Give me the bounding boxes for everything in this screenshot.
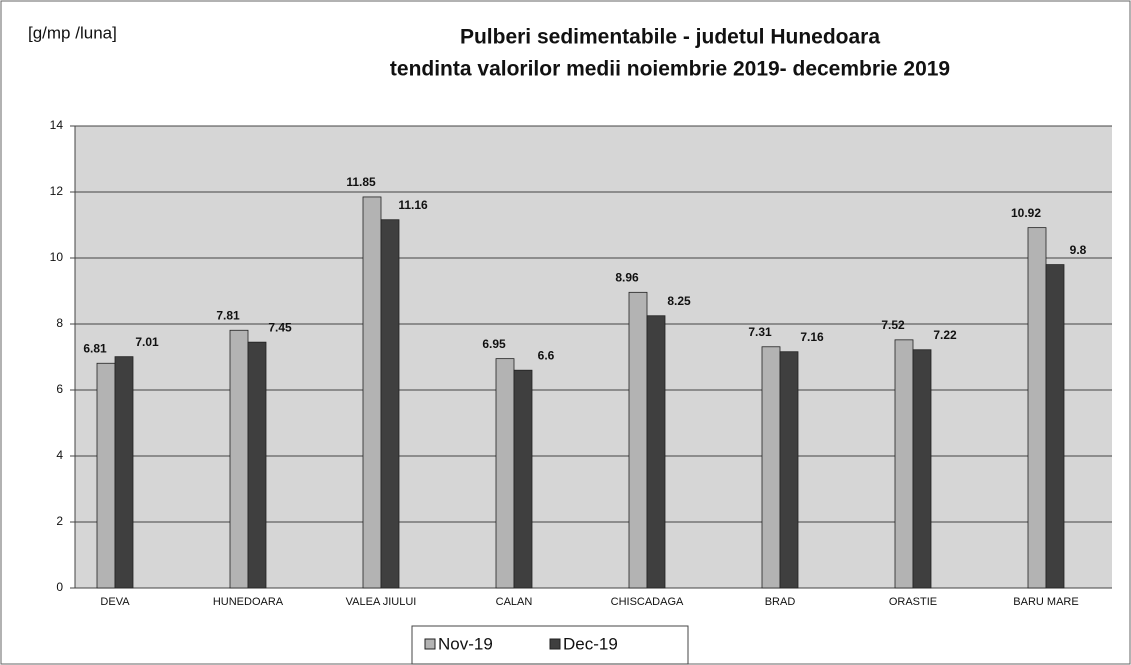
bar [362, 196, 382, 589]
data-label: 7.81 [216, 308, 240, 322]
x-tick-label: CHISCADAGA [611, 596, 684, 608]
data-label: 7.31 [748, 325, 772, 339]
bar [513, 369, 533, 589]
y-tick-label: 4 [56, 448, 63, 462]
data-label: 11.16 [398, 198, 428, 212]
legend-swatch [424, 638, 436, 650]
legend-swatch [549, 638, 561, 650]
data-label: 6.81 [83, 341, 107, 355]
y-tick-label: 2 [56, 514, 63, 528]
data-label: 6.95 [482, 337, 506, 351]
y-tick-label: 14 [50, 118, 64, 132]
data-label: 6.6 [538, 348, 555, 362]
x-tick-label: DEVA [100, 596, 130, 608]
bar [1027, 227, 1047, 589]
data-label: 8.25 [667, 294, 691, 308]
x-tick-label: BARU MARE [1013, 596, 1078, 608]
bar [247, 341, 267, 589]
data-label: 8.96 [615, 270, 639, 284]
data-label: 11.85 [346, 175, 376, 189]
data-label: 7.16 [800, 330, 824, 344]
bar [96, 362, 116, 589]
bar [779, 351, 799, 589]
y-tick-label: 8 [56, 316, 63, 330]
bar [114, 356, 134, 589]
legend-label: Nov-19 [438, 634, 493, 653]
bar [761, 346, 781, 589]
chart-subtitle: tendinta valorilor medii noiembrie 2019-… [390, 58, 950, 81]
y-axis-label: [g/mp /luna] [28, 23, 117, 42]
data-label: 7.01 [135, 335, 159, 349]
y-tick-label: 12 [50, 184, 64, 198]
bar [646, 315, 666, 589]
bar [628, 291, 648, 589]
bar [380, 219, 400, 589]
bar [229, 329, 249, 589]
y-tick-label: 6 [56, 382, 63, 396]
x-tick-label: BRAD [765, 596, 796, 608]
y-tick-label: 0 [56, 580, 63, 594]
bar [894, 339, 914, 589]
bar [1045, 264, 1065, 589]
data-label: 7.45 [268, 320, 292, 334]
bar [495, 358, 515, 589]
data-label: 10.92 [1011, 206, 1041, 220]
data-label: 9.8 [1070, 243, 1087, 257]
legend-label: Dec-19 [563, 634, 618, 653]
data-label: 7.52 [881, 318, 905, 332]
bar [912, 349, 932, 589]
x-tick-label: ORASTIE [889, 596, 937, 608]
x-tick-label: HUNEDOARA [213, 596, 284, 608]
x-tick-label: VALEA JIULUI [346, 596, 417, 608]
data-label: 7.22 [933, 328, 957, 342]
y-tick-label: 10 [50, 250, 64, 264]
x-tick-label: CALAN [496, 596, 533, 608]
chart-title: Pulberi sedimentabile - judetul Hunedoar… [460, 26, 880, 49]
